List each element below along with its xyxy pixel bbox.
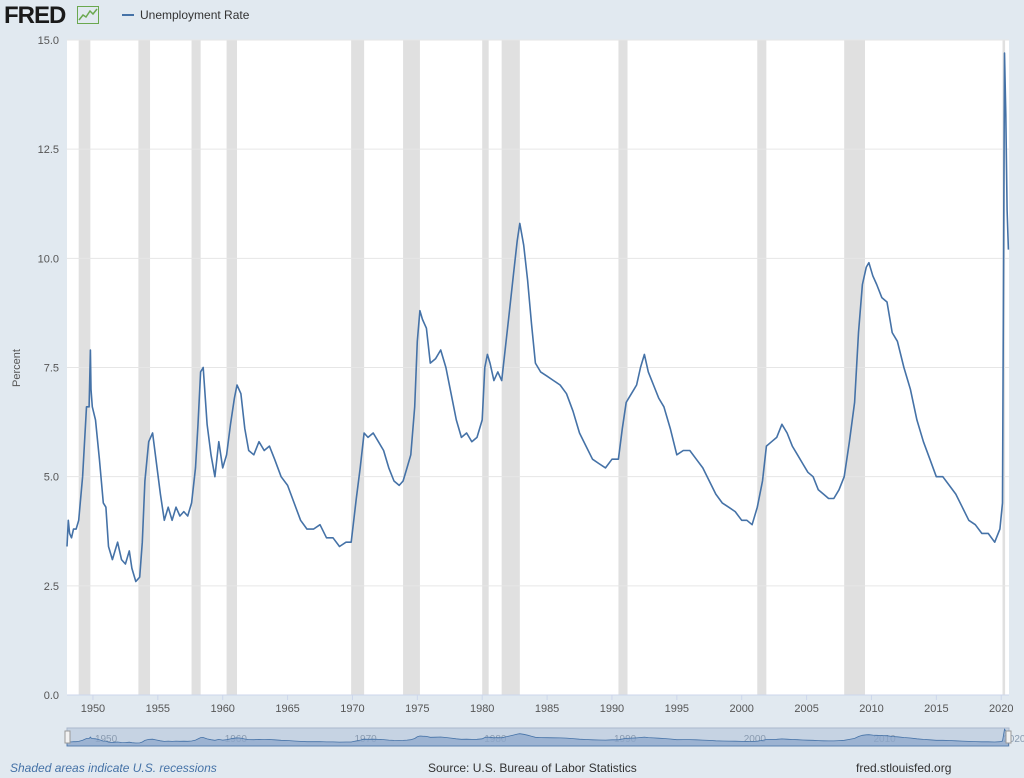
x-tick-label: 1965: [275, 703, 299, 715]
x-tick-label: 1980: [470, 703, 494, 715]
data-source: Source: U.S. Bureau of Labor Statistics: [428, 761, 637, 775]
x-tick-label: 2020: [989, 703, 1013, 715]
x-tick-label: 2000: [729, 703, 753, 715]
navigator-series-area: [66, 728, 1009, 747]
chart-legend: Unemployment Rate: [122, 8, 249, 22]
x-tick-label: 1985: [535, 703, 559, 715]
y-tick-label: 7.5: [44, 363, 59, 375]
y-tick-label: 12.5: [38, 144, 59, 156]
y-tick-label: 2.5: [44, 581, 59, 593]
navigator-left-handle[interactable]: [64, 730, 71, 744]
y-axis: 0.0 2.5 5.0 7.5 10.0 12.5 15.0: [38, 35, 59, 702]
series-line: [66, 52, 1010, 583]
x-axis: 1950 1955 1960 1965 1970 1975 1980 1985 1990 1995…: [67, 694, 1013, 715]
legend-swatch: [122, 14, 134, 16]
chart-header: FRED Unemployment Rate: [0, 0, 1024, 34]
y-tick-label: 0.0: [44, 690, 59, 702]
y-tick-label: 15.0: [38, 35, 59, 47]
x-tick-label: 1955: [146, 703, 170, 715]
x-tick-label: 1975: [405, 703, 429, 715]
y-axis-label: Percent: [11, 349, 23, 387]
navigator-label: 2000: [744, 734, 767, 745]
x-tick-label: 2010: [859, 703, 883, 715]
site-url[interactable]: fred.stlouisfed.org: [856, 761, 952, 775]
fred-logo[interactable]: FRED: [4, 2, 66, 29]
x-tick-label: 1990: [600, 703, 624, 715]
recession-note[interactable]: Shaded areas indicate U.S. recessions: [10, 761, 217, 775]
legend-label: Unemployment Rate: [140, 8, 250, 22]
time-navigator[interactable]: 19501960197019801990200020102020: [64, 727, 1024, 747]
navigator-label: 2020: [1003, 734, 1024, 745]
x-tick-label: 2015: [924, 703, 948, 715]
fred-logo-graph-icon: [77, 6, 99, 24]
x-tick-label: 1950: [81, 703, 105, 715]
series-lines: [66, 52, 1010, 583]
navigator-right-handle[interactable]: [1005, 730, 1012, 744]
navigator-label: 1950: [95, 734, 118, 745]
y-tick-label: 5.0: [44, 472, 59, 484]
x-tick-label: 2005: [794, 703, 818, 715]
x-tick-label: 1960: [210, 703, 234, 715]
y-tick-label: 10.0: [38, 253, 59, 265]
x-tick-label: 1995: [665, 703, 689, 715]
x-tick-label: 1970: [340, 703, 364, 715]
